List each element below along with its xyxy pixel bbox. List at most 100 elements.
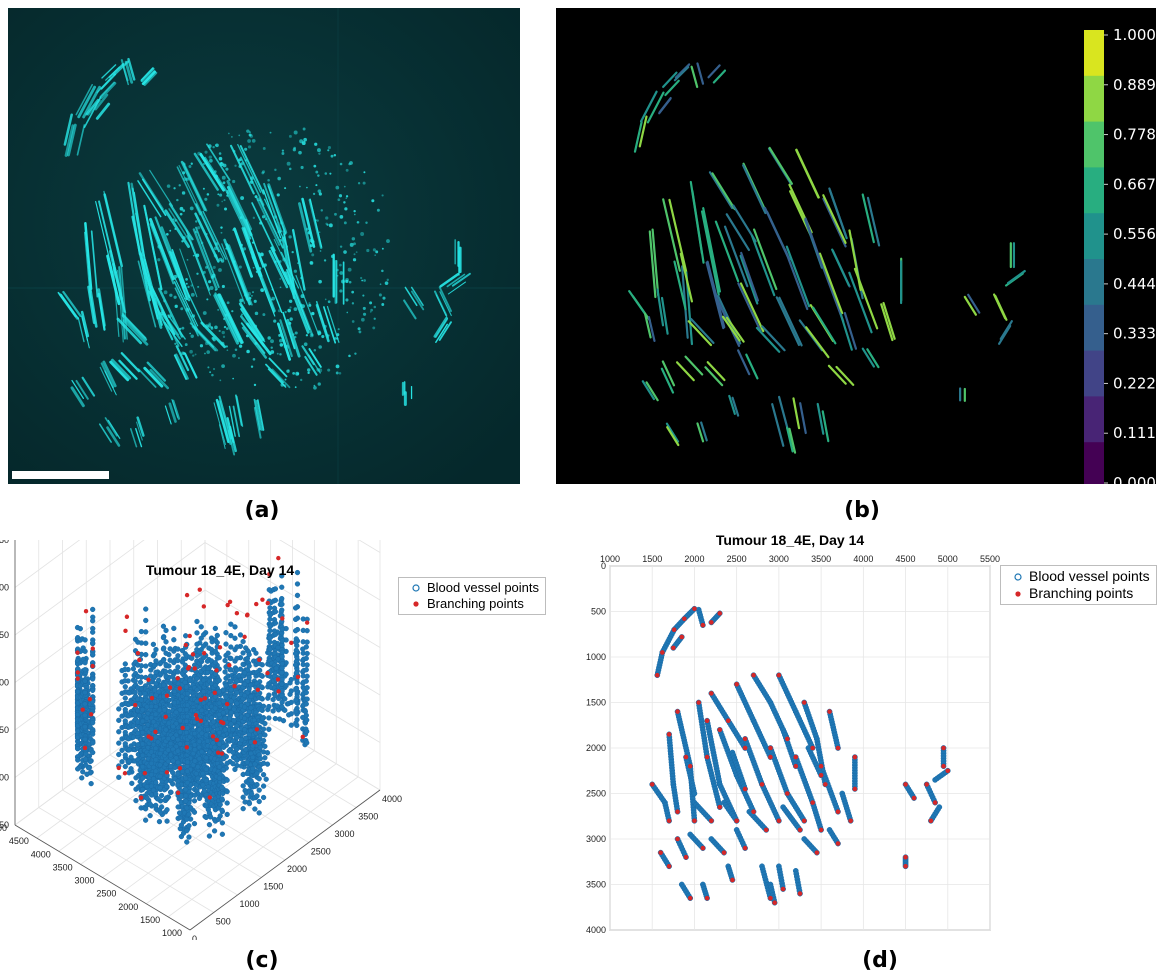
signal-speck <box>189 332 191 335</box>
vessel-point <box>171 700 178 706</box>
vessel-streak <box>323 306 337 344</box>
vessel-point <box>256 787 262 793</box>
vessel-point <box>206 821 213 828</box>
vessel-point <box>139 775 146 781</box>
vessel-point <box>148 760 155 767</box>
vessel-point <box>228 632 234 639</box>
panel-b: 1.000 0.889 0.778 0.667 0.556 0.444 0.333 0.222… <box>556 8 1166 492</box>
signal-speck <box>361 317 365 322</box>
vessel-point <box>252 806 258 812</box>
signal-speck <box>260 288 264 292</box>
signal-speck <box>174 219 177 222</box>
vessel-point <box>175 669 181 675</box>
vessel-point <box>144 715 150 721</box>
vessel-point <box>147 801 153 807</box>
vessel-segment <box>702 207 721 293</box>
vessel-streak <box>102 360 117 388</box>
vessel-segment <box>828 187 848 238</box>
vessel-point <box>163 650 169 656</box>
vessel-point <box>231 718 237 724</box>
vessel-streak <box>192 228 218 291</box>
signal-speck <box>231 310 234 313</box>
signal-speck <box>207 144 212 148</box>
signal-speck <box>327 149 330 152</box>
vessel-point <box>222 727 228 733</box>
vessel-point <box>257 756 263 762</box>
vessel-point <box>212 694 218 700</box>
signal-speck <box>292 371 296 375</box>
branch-point <box>149 736 154 741</box>
vessel-point <box>203 755 209 761</box>
signal-speck <box>277 309 281 313</box>
signal-speck <box>362 294 365 297</box>
vessel-segment <box>628 290 647 317</box>
signal-speck <box>346 311 349 314</box>
signal-speck <box>200 241 204 245</box>
vessel-point <box>212 705 218 711</box>
signal-speck <box>186 258 189 261</box>
vessel-segment <box>643 312 652 339</box>
vessel-point <box>82 736 88 743</box>
signal-speck <box>336 337 339 340</box>
vessel-streak <box>241 326 267 359</box>
vessel-point <box>170 781 176 787</box>
signal-speck <box>192 254 195 257</box>
signal-speck <box>307 230 312 235</box>
vessel-point <box>168 740 174 747</box>
signal-speck <box>294 331 298 335</box>
vessel-segment <box>788 427 797 454</box>
vessel-point <box>292 662 299 668</box>
vessel-segment <box>805 326 830 359</box>
signal-speck <box>252 216 256 220</box>
vessel-point <box>288 722 294 728</box>
signal-speck <box>351 237 356 241</box>
signal-speck <box>315 219 317 222</box>
signal-speck <box>289 317 293 321</box>
signal-speck <box>182 236 186 240</box>
vessel-segment <box>737 349 751 376</box>
branch-point <box>75 670 80 675</box>
signal-speck <box>360 276 363 280</box>
vessel-point <box>240 806 246 812</box>
signal-speck <box>369 301 373 305</box>
vessel-point <box>122 706 128 713</box>
vessel-point <box>279 573 285 579</box>
vessel-point <box>266 726 272 733</box>
signal-speck <box>313 384 316 387</box>
vessel-segment <box>662 198 681 272</box>
signal-speck <box>286 369 290 373</box>
signal-speck <box>307 371 310 375</box>
vessel-point <box>200 770 206 777</box>
vessel-point <box>228 721 234 727</box>
signal-speck <box>239 241 242 244</box>
signal-speck <box>207 366 210 369</box>
vessel-point <box>82 637 88 643</box>
vessel-point <box>275 656 281 662</box>
branch-point <box>232 683 237 689</box>
vessel-streak <box>171 249 191 299</box>
vessel-point <box>82 689 88 696</box>
vessel-segment <box>882 301 896 340</box>
signal-speck <box>190 292 195 297</box>
vessel-point <box>262 720 268 727</box>
z-tick-label: 150 <box>0 725 9 735</box>
vessel-streak <box>85 98 100 116</box>
vessel-point <box>241 681 248 687</box>
vessel-segment <box>689 180 704 255</box>
vessel-point <box>175 759 181 766</box>
signal-speck <box>222 181 226 185</box>
vessel-segment <box>700 210 720 296</box>
vessel-point <box>170 735 176 741</box>
vessel-segment <box>750 234 776 297</box>
vessel-streak <box>193 325 219 352</box>
signal-speck <box>360 232 365 236</box>
signal-speck <box>250 365 254 368</box>
vessel-point <box>234 644 240 650</box>
vessel-point <box>201 632 207 638</box>
vessel-point <box>231 706 237 712</box>
signal-speck <box>219 379 222 382</box>
signal-speck <box>319 250 322 252</box>
signal-speck <box>182 171 186 175</box>
vessel-streak <box>439 291 452 317</box>
vessel-point <box>90 640 96 646</box>
